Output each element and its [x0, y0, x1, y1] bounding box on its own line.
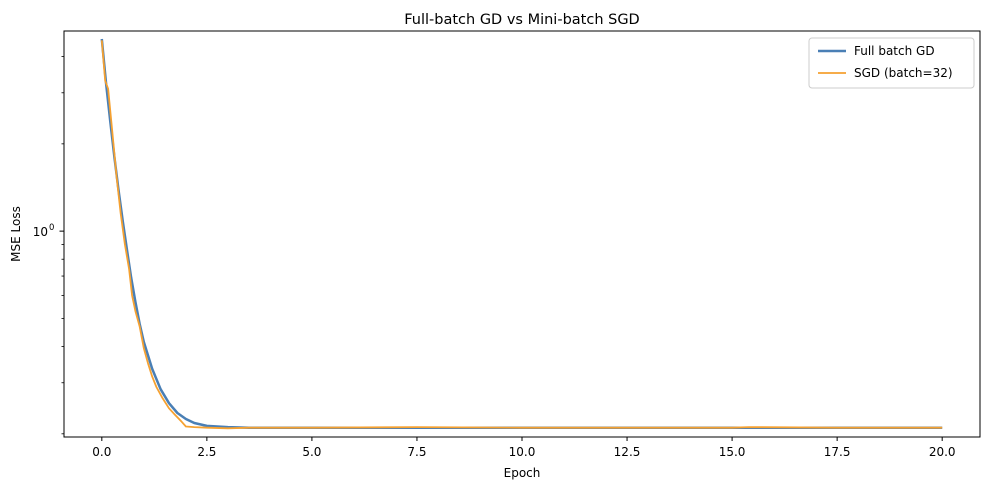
x-tick-label: 0.0 [92, 445, 111, 459]
chart-title: Full-batch GD vs Mini-batch SGD [404, 12, 639, 28]
y-axis: 10 0 [33, 56, 64, 435]
y-tick-exponent: 0 [49, 223, 54, 233]
x-tick-label: 20.0 [929, 445, 956, 459]
x-tick-label: 15.0 [719, 445, 746, 459]
x-tick-label: 5.0 [302, 445, 321, 459]
x-tick-label: 7.5 [407, 445, 426, 459]
x-axis-label: Epoch [504, 466, 541, 480]
legend-label-full-batch-gd: Full batch GD [854, 44, 935, 58]
x-tick-label: 17.5 [824, 445, 851, 459]
x-axis: 0.0 2.5 5.0 7.5 10.0 12.5 15.0 17.5 20.0 [92, 437, 956, 459]
legend-label-sgd: SGD (batch=32) [854, 66, 953, 80]
legend-box [808, 37, 975, 89]
series-line-1 [100, 40, 943, 430]
y-tick-label: 10 [33, 225, 48, 239]
legend: Full batch GD SGD (batch=32) [808, 37, 975, 89]
x-tick-label: 2.5 [197, 445, 216, 459]
x-tick-label: 12.5 [614, 445, 641, 459]
y-axis-label: MSE Loss [9, 206, 23, 262]
x-tick-label: 10.0 [509, 445, 536, 459]
series-layer [100, 38, 943, 430]
